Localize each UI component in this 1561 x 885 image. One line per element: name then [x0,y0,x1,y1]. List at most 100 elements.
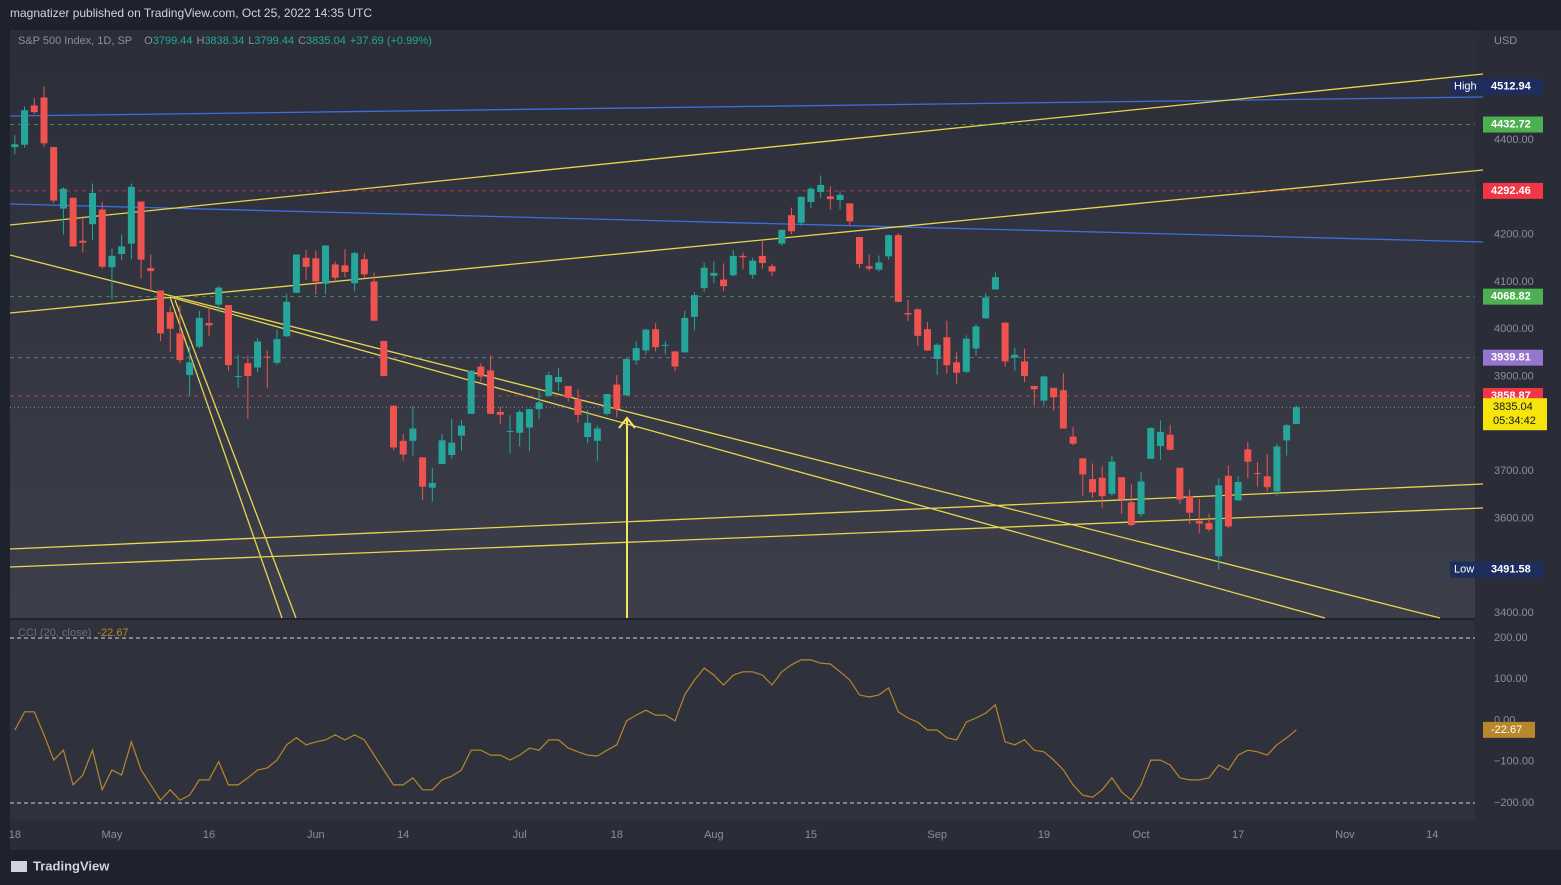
candle-body [1195,520,1203,524]
candle-body [681,317,689,353]
candle-body [263,356,271,358]
candle-body [914,309,922,336]
candle-body [254,341,262,368]
publisher: magnatizer published on TradingView.com,… [10,6,372,20]
candle-body [885,235,893,257]
candle-body [875,262,883,270]
candle-body [923,329,931,351]
candle-body [438,440,446,464]
candle-body [1098,477,1106,497]
candle-body [127,186,135,244]
candle-body [98,209,106,267]
candle-body [1127,502,1135,526]
candle-body [1079,458,1087,475]
candle-body [487,370,495,414]
candle-body [661,344,669,346]
candle-body [1137,481,1145,515]
candle-body [1215,485,1223,557]
candle-body [836,194,844,201]
tv-logo [11,861,27,872]
candle-body [1176,467,1184,500]
legend: S&P 500 Index, 1D, SP O3799.44 H3838.34 L37… [18,35,432,47]
candle-body [807,188,815,202]
candle-body [1156,431,1164,447]
cci-legend: CCI (20, close) -22.67 [18,627,129,639]
legend-part: 3799.44 [153,35,193,47]
trend-line [9,73,1484,226]
x-tick-label: Jun [307,829,325,841]
legend-part: 3838.34 [204,35,244,47]
cci-line [14,659,1297,802]
brand: TradingView [33,858,110,873]
trend-line [9,169,1484,314]
level-label: 4068.82 [1491,291,1531,303]
candle-body [389,405,397,448]
candle-body [457,425,465,436]
candle-body [982,297,990,319]
level-label-bg [1483,116,1543,133]
candle-body [176,333,184,360]
x-tick-label: May [102,829,123,841]
candle-body [603,394,611,414]
level-tag: High [1454,81,1477,93]
level-tag-bg [1450,561,1485,578]
candle-body [846,203,854,222]
candle-body [778,229,786,244]
y-tick-label: 3900.00 [1494,370,1534,382]
candle-body [156,290,164,334]
candle-body [1283,425,1291,441]
candle-body [516,411,524,433]
level-label-bg [1483,182,1543,199]
y-tick-label: 4400.00 [1494,134,1534,146]
level-label-bg [1483,288,1543,305]
candle-body [710,272,718,276]
legend-part: O [144,35,153,47]
y-tick-label: 3400.00 [1494,607,1534,619]
candle-body [817,184,825,193]
y-tick-label: 3700.00 [1494,465,1534,477]
candle-body [292,254,300,293]
trend-line [169,296,283,619]
drawings [9,73,1484,619]
x-tick-label: 14 [397,829,409,841]
candle-body [1273,446,1281,492]
candle-body [215,287,223,305]
candle-body [496,411,504,415]
candle-body [380,341,388,377]
candle-body [1244,449,1252,462]
candle-body [739,255,747,258]
candle-body [341,265,349,272]
candle-body [399,440,407,455]
candle-body [1040,376,1048,401]
candle-body [166,312,174,329]
x-tick-label: Oct [1132,829,1149,841]
x-tick-label: 15 [805,829,817,841]
currency: USD [1494,35,1517,47]
candle-body [729,255,737,276]
candle-body [89,192,97,225]
candle-body [525,409,533,428]
trend-line [9,96,1484,117]
candle-body [244,363,252,377]
y-tick-label: 3600.00 [1494,512,1534,524]
candle-body [370,281,378,321]
candle-body [797,196,805,223]
candle-body [205,323,213,326]
legend-part: 3835.04 [306,35,346,47]
x-tick-label: Sep [927,829,947,841]
level-label: 3939.81 [1491,352,1531,364]
countdown: 05:34:42 [1493,415,1536,427]
level-label-bg [1483,561,1543,578]
candle-body [1059,390,1067,429]
candle-body [1292,407,1300,425]
level-tag: Low [1454,564,1474,576]
candle-body [613,384,621,410]
candle-body [79,240,87,243]
x-tick-label: Aug [704,829,724,841]
candle-body [1234,481,1242,501]
candle-body [1108,461,1116,494]
candle-body [1050,387,1058,398]
candle-body [419,457,427,487]
candle-body [953,362,961,373]
